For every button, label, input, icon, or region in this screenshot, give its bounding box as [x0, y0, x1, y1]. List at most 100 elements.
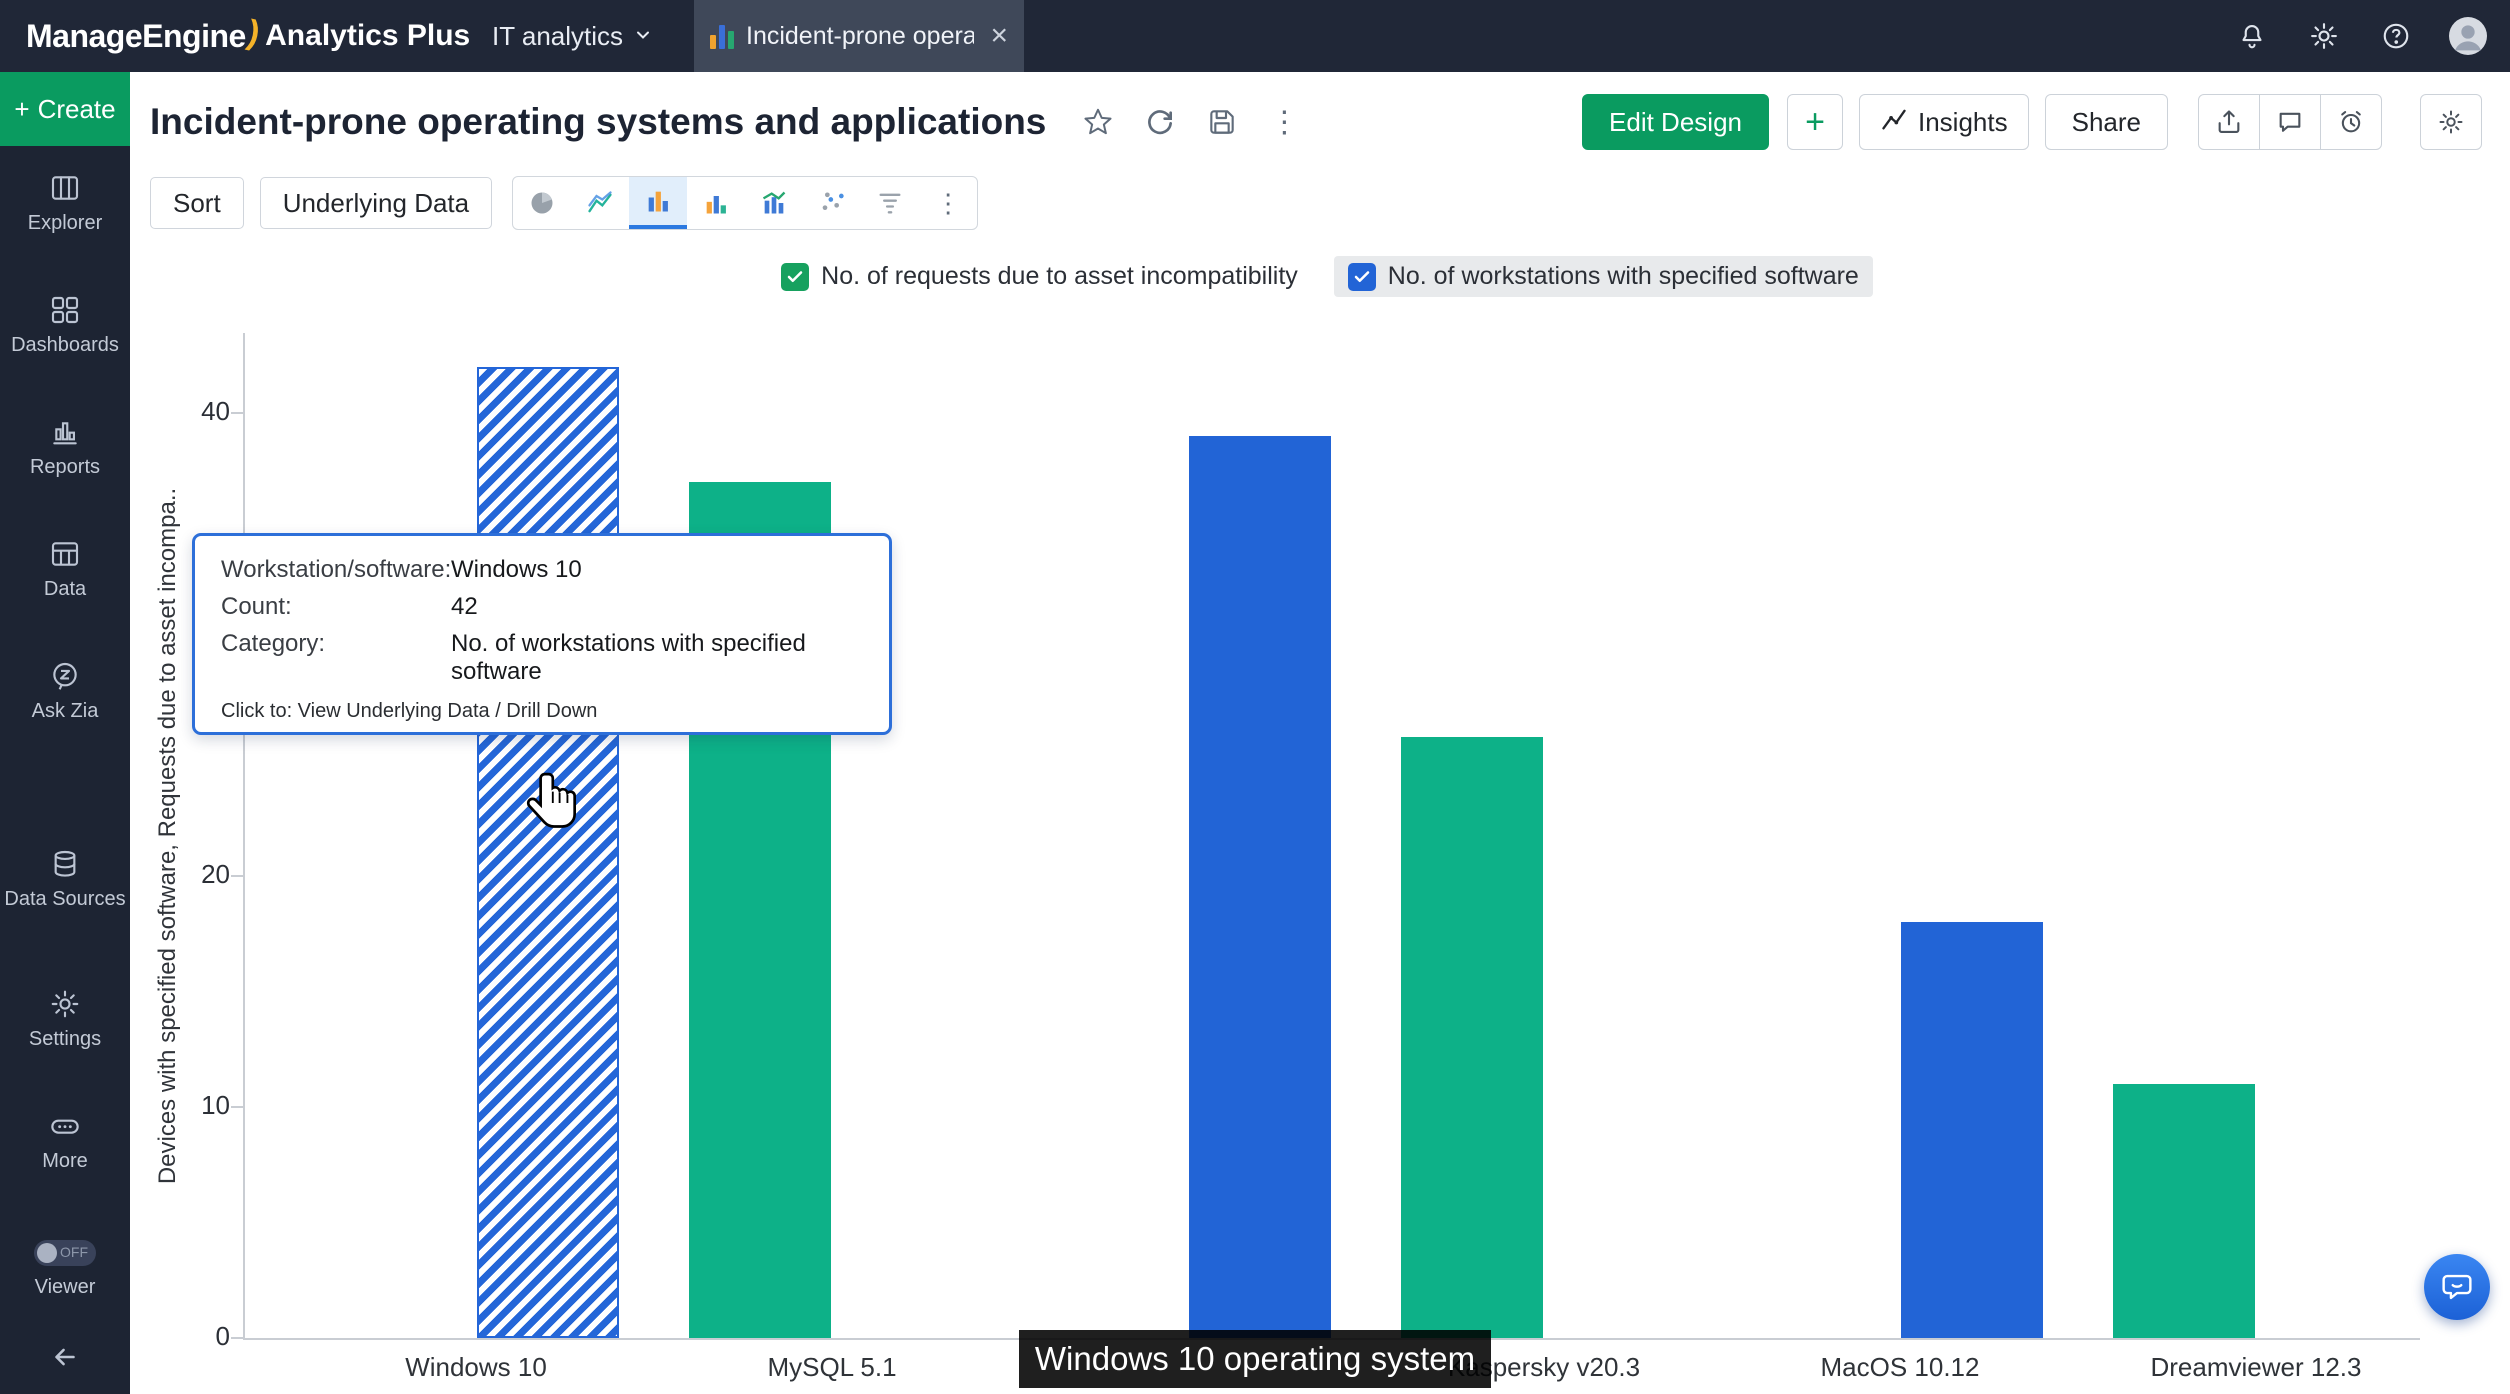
chart-type-pie-icon[interactable]: [513, 177, 571, 229]
sidebar-item-ask-zia[interactable]: Ask Zia: [0, 660, 130, 723]
create-button[interactable]: + Create: [0, 72, 130, 146]
bar-Kaspersky v20.3-series-0[interactable]: [1401, 737, 1543, 1338]
ask-zia-icon: [49, 660, 81, 692]
user-avatar[interactable]: [2448, 16, 2488, 56]
insights-icon: [1880, 105, 1908, 140]
brand-name: ManageEngine: [26, 17, 246, 54]
favorite-star-icon[interactable]: [1080, 104, 1116, 140]
y-tick-label: 40: [201, 396, 230, 426]
share-button[interactable]: Share: [2044, 94, 2168, 150]
sort-button[interactable]: Sort: [150, 177, 244, 229]
bar-Dreamviewer 12.3-series-0[interactable]: [2113, 1084, 2255, 1338]
chart-type-strip: ⋮: [512, 176, 979, 230]
x-axis-label: MySQL 5.1: [767, 1352, 897, 1382]
x-axis-label: Windows 10: [405, 1352, 547, 1382]
y-axis-line: [243, 333, 245, 1338]
sidebar-item-explorer[interactable]: Explorer: [0, 172, 130, 235]
save-icon[interactable]: [1204, 104, 1240, 140]
insights-label: Insights: [1918, 106, 2008, 137]
edit-design-button[interactable]: Edit Design: [1582, 94, 1769, 150]
sidebar-item-label: Dashboards: [11, 334, 119, 356]
chart-type-more-kebab-icon[interactable]: ⋮: [935, 187, 962, 218]
brand-product: Analytics Plus: [265, 19, 471, 52]
y-tick-mark: [231, 874, 243, 877]
notifications-bell-icon[interactable]: [2232, 16, 2272, 56]
tooltip-row-label: Count:: [221, 593, 292, 620]
y-tick-mark: [231, 1337, 243, 1339]
chart-type-combo-icon[interactable]: [745, 177, 803, 229]
toggle-state-label: OFF: [60, 1244, 88, 1260]
chart-type-bar-icon[interactable]: [687, 177, 745, 229]
legend-label: No. of requests due to asset incompatibi…: [821, 262, 1298, 290]
settings-gear-icon: [49, 988, 81, 1020]
data-sources-icon: [49, 848, 81, 880]
video-caption: Windows 10 operating system: [1019, 1330, 1491, 1388]
y-tick-label: 10: [201, 1089, 230, 1120]
topbar-actions: [2232, 0, 2488, 72]
explorer-icon: [49, 172, 81, 204]
y-tick-label: 0: [215, 1321, 230, 1351]
sidebar-item-data-sources[interactable]: Data Sources: [0, 848, 130, 911]
create-label: Create: [37, 93, 116, 124]
legend-item-requests[interactable]: No. of requests due to asset incompatibi…: [767, 256, 1312, 297]
app-logo: ManageEngine ) Analytics Plus: [26, 0, 470, 72]
checkbox-checked-icon[interactable]: [781, 262, 810, 291]
tooltip-footer: Click to: View Underlying Data / Drill D…: [221, 700, 598, 722]
bar-Windows 10-series-1[interactable]: [477, 367, 619, 1338]
top-bar: ManageEngine ) Analytics Plus IT analyti…: [0, 0, 2510, 72]
tooltip-row-value: Windows 10: [451, 556, 582, 583]
bar-MacOS 10.12-series-1[interactable]: [1901, 922, 2043, 1338]
header-action-buttons: Edit Design + Insights Share: [1582, 94, 2482, 150]
more-ellipsis-icon: [49, 1110, 81, 1142]
sidebar: + Create Explorer Dashboards Reports Dat…: [0, 72, 130, 1394]
bar-category-2-series-1[interactable]: [1189, 436, 1331, 1338]
checkbox-checked-icon[interactable]: [1347, 262, 1376, 291]
tooltip-rows: Workstation/software: Windows 10 Count: …: [221, 556, 863, 686]
help-icon[interactable]: [2376, 16, 2416, 56]
brand-mark-icon: ): [244, 12, 264, 53]
viewer-toggle-switch[interactable]: OFF: [34, 1240, 96, 1266]
workspace-selector[interactable]: IT analytics: [492, 0, 653, 72]
y-tick-mark: [231, 412, 243, 414]
x-axis-label: MacOS 10.12: [1820, 1352, 1980, 1382]
tooltip-row-label: Workstation/software:: [221, 556, 452, 583]
legend-item-workstations[interactable]: No. of workstations with specified softw…: [1333, 256, 1873, 297]
gear-icon[interactable]: [2304, 16, 2344, 56]
report-tab[interactable]: Incident-prone operat... ×: [694, 0, 1024, 72]
insights-button[interactable]: Insights: [1859, 94, 2029, 150]
export-button[interactable]: [2198, 94, 2260, 150]
refresh-icon[interactable]: [1142, 104, 1178, 140]
alerts-clock-button[interactable]: [2320, 94, 2382, 150]
sidebar-item-settings[interactable]: Settings: [0, 988, 130, 1051]
sidebar-item-label: Reports: [29, 456, 101, 478]
header-icon-group: [2198, 94, 2382, 150]
sidebar-item-more[interactable]: More: [0, 1110, 130, 1173]
chart-type-column-icon[interactable]: [629, 177, 688, 229]
chart-type-funnel-icon[interactable]: [861, 177, 919, 229]
y-axis-title: Devices with specified software, Request…: [154, 487, 181, 1185]
sidebar-item-label: Explorer: [27, 212, 103, 234]
underlying-data-button[interactable]: Underlying Data: [259, 177, 493, 229]
reports-icon: [49, 416, 81, 448]
report-settings-gear-icon[interactable]: [2420, 94, 2482, 150]
kebab-menu-icon[interactable]: ⋮: [1269, 105, 1300, 139]
chart-type-scatter-icon[interactable]: [803, 177, 861, 229]
sidebar-item-label: Settings: [28, 1028, 102, 1050]
report-tab-label: Incident-prone operat...: [746, 21, 975, 50]
close-icon[interactable]: ×: [990, 19, 1008, 52]
sidebar-item-dashboards[interactable]: Dashboards: [0, 294, 130, 357]
sidebar-item-label: More: [42, 1150, 88, 1172]
chart-toolbar: Sort Underlying Data ⋮: [150, 176, 979, 230]
chart-type-line-icon[interactable]: [571, 177, 629, 229]
sidebar-item-data[interactable]: Data: [0, 538, 130, 601]
chat-launcher-button[interactable]: [2424, 1254, 2490, 1320]
tooltip-row-value: No. of workstations with specified softw…: [451, 630, 806, 685]
sidebar-collapse-arrow-icon[interactable]: [0, 1340, 130, 1374]
sidebar-item-reports[interactable]: Reports: [0, 416, 130, 479]
sidebar-item-label: Data Sources: [4, 888, 126, 910]
title-actions: ⋮: [1080, 104, 1302, 140]
tooltip-row-label: Category:: [221, 630, 326, 657]
add-button[interactable]: +: [1787, 94, 1843, 150]
toggle-knob: [37, 1243, 57, 1263]
chat-bubble-icon: [2442, 1274, 2472, 1300]
